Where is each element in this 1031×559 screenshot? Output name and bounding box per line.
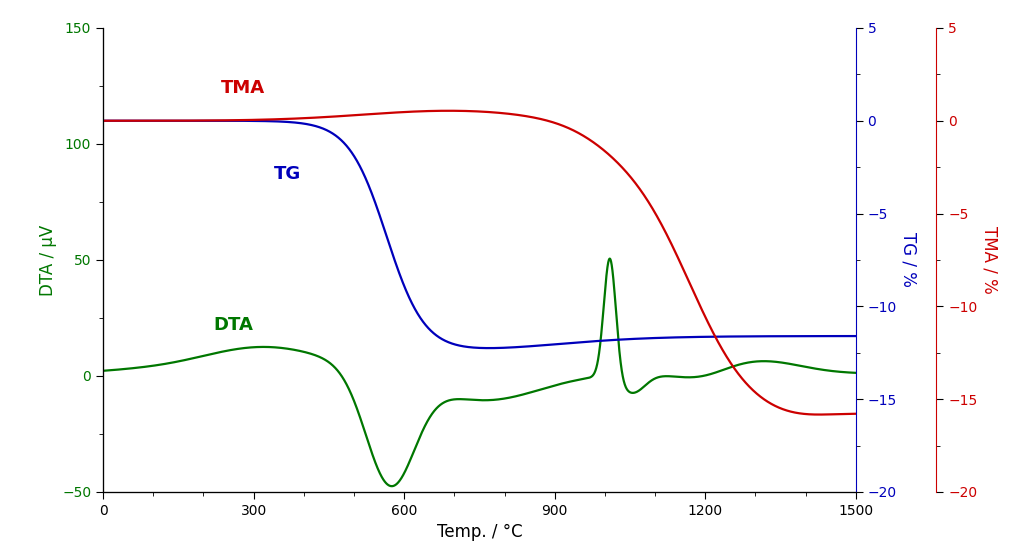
Y-axis label: DTA / μV: DTA / μV — [38, 224, 57, 296]
Y-axis label: TMA / %: TMA / % — [980, 226, 998, 294]
Text: TG: TG — [273, 165, 301, 183]
Y-axis label: TG / %: TG / % — [900, 233, 918, 287]
Text: TMA: TMA — [221, 79, 265, 97]
X-axis label: Temp. / °C: Temp. / °C — [436, 523, 523, 541]
Text: DTA: DTA — [213, 315, 254, 334]
